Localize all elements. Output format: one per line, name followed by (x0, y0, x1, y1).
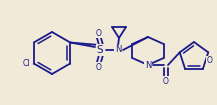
Text: S: S (97, 45, 103, 55)
Text: O: O (207, 56, 212, 65)
Text: N: N (115, 45, 121, 54)
Text: O: O (96, 62, 102, 72)
Text: Cl: Cl (23, 59, 31, 68)
Text: O: O (96, 28, 102, 37)
Text: N: N (145, 60, 151, 70)
Text: O: O (163, 77, 169, 85)
